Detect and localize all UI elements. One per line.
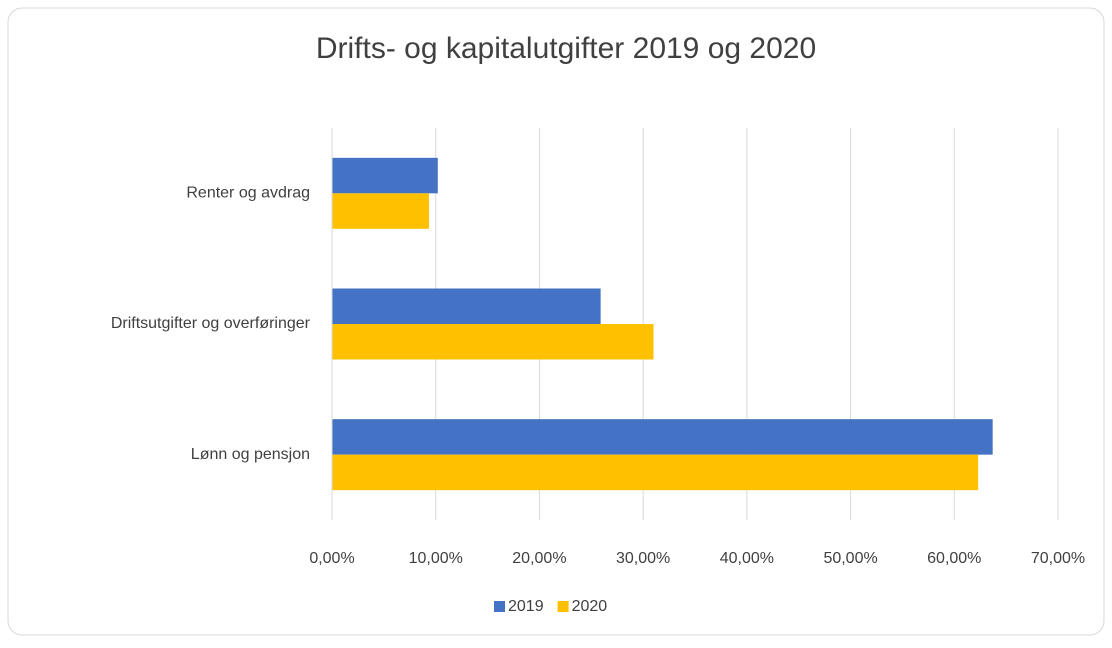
x-tick-label: 50,00% xyxy=(823,550,877,567)
x-tick-label: 20,00% xyxy=(512,550,566,567)
x-tick-label: 60,00% xyxy=(927,550,981,567)
y-tick-label: Driftsutgifter og overføringer xyxy=(111,315,311,332)
x-tick-label: 10,00% xyxy=(409,550,463,567)
x-tick-label: 0,00% xyxy=(309,550,354,567)
chart-title: Drifts- og kapitalutgifter 2019 og 2020 xyxy=(316,32,816,65)
bar xyxy=(332,193,429,229)
y-tick-label: Lønn og pensjon xyxy=(191,446,310,463)
bar xyxy=(332,419,993,455)
bar xyxy=(332,288,601,324)
x-tick-label: 70,00% xyxy=(1031,550,1085,567)
legend-swatch xyxy=(494,601,505,612)
legend-label: 2019 xyxy=(508,598,544,615)
legend-swatch xyxy=(557,601,569,612)
bar xyxy=(332,454,979,491)
x-tick-label: 40,00% xyxy=(720,550,774,567)
y-tick-label: Renter og avdrag xyxy=(186,185,310,202)
legend-label: 2020 xyxy=(572,598,608,615)
x-tick-label: 30,00% xyxy=(616,550,670,567)
bar xyxy=(332,324,654,360)
bar xyxy=(332,157,438,194)
